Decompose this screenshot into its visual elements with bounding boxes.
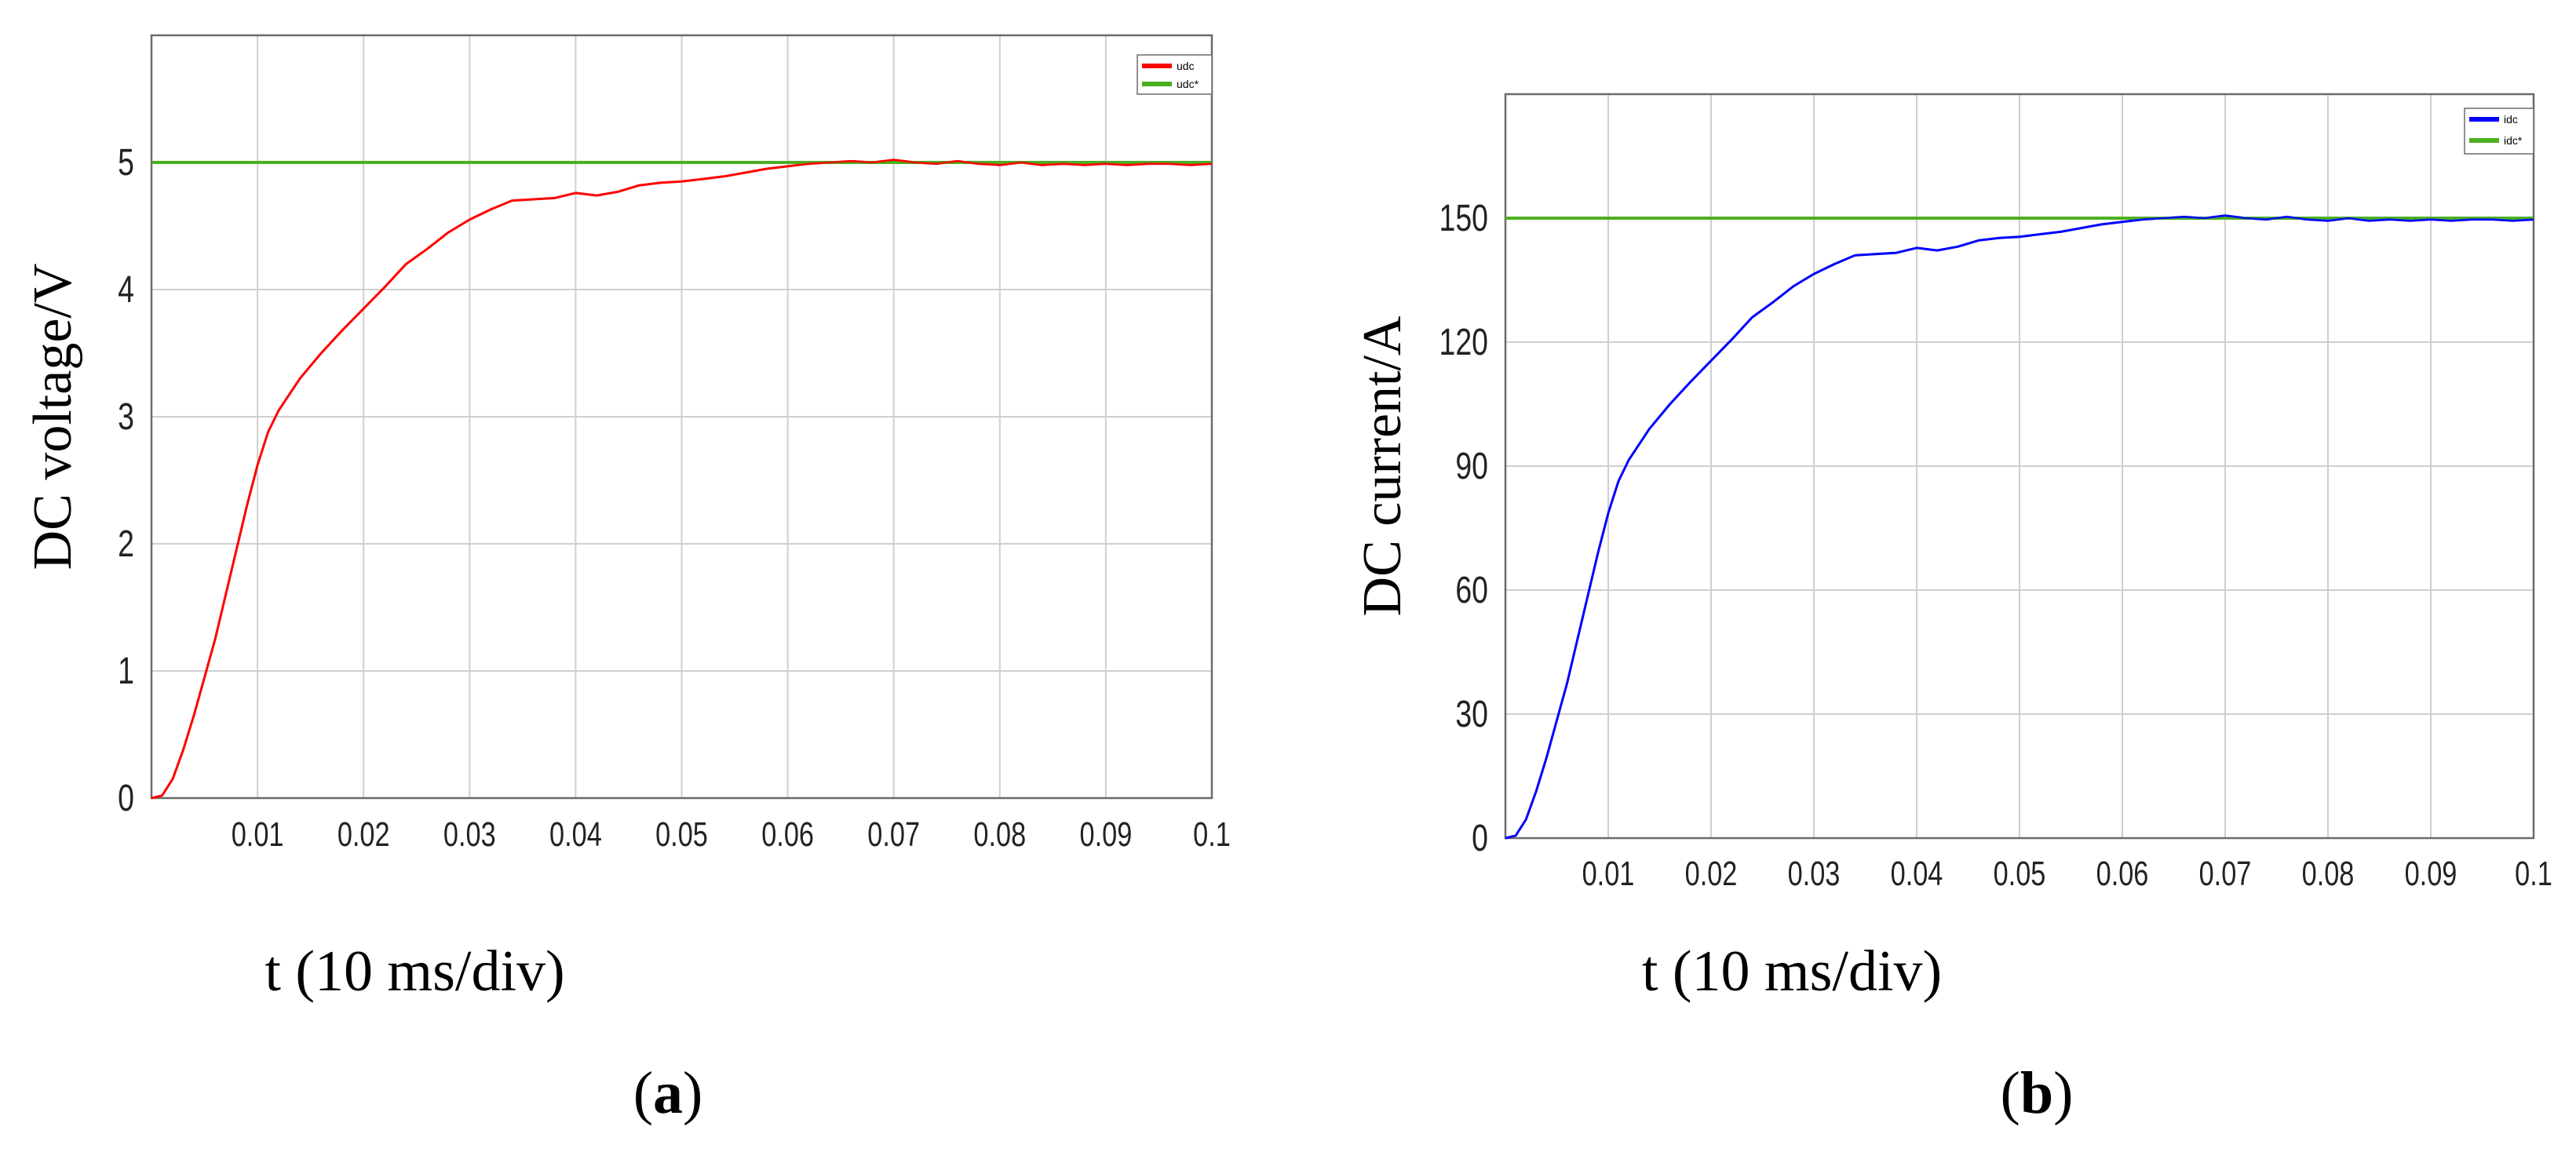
panel-a-legend: udc udc* xyxy=(1137,54,1213,95)
panel-b-panel-label: (b) xyxy=(2001,1060,2074,1126)
panel-b-x-tick-label: 0.07 xyxy=(2199,855,2252,893)
panel-a-x-tick-label: 0.05 xyxy=(655,815,708,854)
panel-b-y-tick-label: 30 xyxy=(1455,694,1488,736)
panel-b-x-tick-label: 0.1 xyxy=(2515,855,2552,893)
panel-b-x-tick-label: 0.02 xyxy=(1685,855,1738,893)
panel-b-y-axis-label: DC current/A xyxy=(1352,315,1413,616)
panel-a-x-tick-label: 0.04 xyxy=(549,815,602,854)
panel-a-panel-label: (a) xyxy=(633,1060,703,1126)
panel-b-x-tick-label: 0.06 xyxy=(2096,855,2149,893)
panel-b-x-tick-label: 0.08 xyxy=(2302,855,2355,893)
panel-b-y-tick-label: 120 xyxy=(1439,322,1488,364)
panel-a-y-tick-label: 4 xyxy=(118,269,134,312)
panel-b-y-tick-label: 90 xyxy=(1455,446,1488,488)
panel-b-x-axis-label: t (10 ms/div) xyxy=(1642,939,1942,1004)
panel-b-x-tick-label: 0.09 xyxy=(2405,855,2457,893)
panel-a-y-axis-label: DC voltage/V xyxy=(23,264,83,571)
panel-b-y-tick-label: 60 xyxy=(1455,570,1488,612)
panel-a-x-tick-label: 0.03 xyxy=(443,815,496,854)
panel-b-legend-label: idc xyxy=(2504,113,2518,126)
panel-a-x-tick-label: 0.01 xyxy=(232,815,284,854)
panel-a-y-tick-label: 0 xyxy=(118,778,134,820)
panel-a-chart: 0.01 0.02 0.03 0.04 0.05 0.06 0.07 0.08 0.09 0.1 0… xyxy=(23,34,1231,1126)
panel-a-x-tick-label: 0.09 xyxy=(1080,815,1133,854)
panel-b-legend-label: idc* xyxy=(2504,134,2523,147)
panel-b-series-idc-overlay xyxy=(1505,214,2534,840)
panel-a-y-tick-label: 3 xyxy=(118,396,134,439)
panel-a-x-tick-label: 0.08 xyxy=(973,815,1026,854)
panel-a-series-udc-overlay xyxy=(151,159,1213,800)
panel-b-x-tick-label: 0.05 xyxy=(1994,855,2046,893)
panel-b-y-tick-label: 0 xyxy=(1472,818,1488,860)
panel-b-x-tick-label: 0.03 xyxy=(1788,855,1841,893)
panel-b-x-tick-label: 0.01 xyxy=(1582,855,1635,893)
panel-a-x-tick-label: 0.02 xyxy=(338,815,390,854)
panel-a-x-tick-label: 0.07 xyxy=(867,815,920,854)
panel-a-axes-frame xyxy=(150,34,1213,800)
panel-b-legend-box xyxy=(2464,108,2534,155)
panel-a-y-tick-label: 5 xyxy=(118,142,134,184)
panel-a-y-tick-label: 2 xyxy=(118,523,134,566)
panel-a-x-axis-label: t (10 ms/div) xyxy=(265,939,564,1004)
panel-b-x-tick-label: 0.04 xyxy=(1891,855,1943,893)
panel-a-legend-label: udc xyxy=(1177,60,1195,72)
panel-b-axes-frame xyxy=(1504,93,2535,840)
panel-a-legend-label: udc* xyxy=(1177,78,1199,90)
panel-a-x-tick-label: 0.06 xyxy=(761,815,814,854)
panel-a-y-tick-label: 1 xyxy=(118,651,134,693)
panel-a-x-tick-label: 0.1 xyxy=(1193,815,1231,854)
panel-b-chart: 0.01 0.02 0.03 0.04 0.05 0.06 0.07 0.08 0.09 0.1 0… xyxy=(1352,93,2552,1126)
panel-b-y-tick-label: 150 xyxy=(1439,198,1488,240)
panel-a-legend-box xyxy=(1137,54,1213,95)
panel-b-legend: idc idc* xyxy=(2464,108,2534,155)
